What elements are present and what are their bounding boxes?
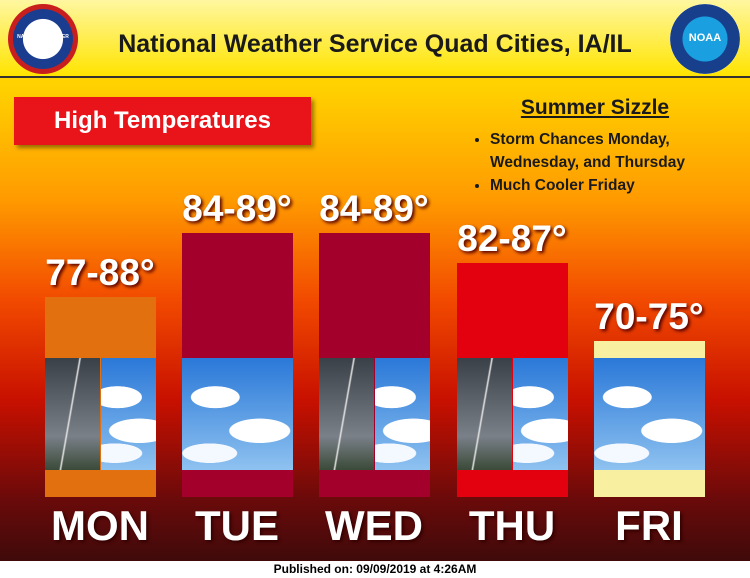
storm-image (457, 358, 512, 470)
day-label: TUE (195, 502, 279, 549)
sky-image (513, 358, 568, 470)
sky-image (101, 358, 156, 470)
note: Storm Chances Monday, Wednesday, and Thu… (490, 128, 750, 174)
day-label: MON (51, 502, 149, 549)
logo-text: NOAA (688, 32, 722, 44)
day-label: THU (468, 502, 556, 549)
noaa-logo: NOAA (670, 4, 740, 74)
header-band (0, 0, 750, 78)
day-label: FRI (615, 502, 683, 549)
sky-image (375, 358, 430, 470)
notes-list: Storm Chances Monday, Wednesday, and Thu… (468, 128, 750, 197)
logo-text: NATIONAL WEATHER SERVICE (17, 34, 69, 46)
weather-image (182, 358, 293, 470)
day-label: WED (325, 502, 423, 549)
temp-range: 84-89° (319, 188, 429, 229)
badge: High Temperatures (14, 97, 311, 145)
storm-image (319, 358, 374, 470)
temp-range: 77-88° (45, 252, 155, 293)
temp-range: 82-87° (457, 218, 567, 259)
temp-range: 84-89° (182, 188, 292, 229)
nws-logo: NATIONAL WEATHER SERVICE (8, 4, 78, 74)
temp-range: 70-75° (594, 296, 704, 337)
notes-title: Summer Sizzle (520, 96, 670, 119)
title: National Weather Service Quad Cities, IA… (118, 30, 632, 58)
storm-image (45, 358, 100, 470)
note: Much Cooler Friday (490, 174, 750, 197)
weather-image (594, 358, 705, 470)
footer: Published on: 09/09/2019 at 4:26AM (0, 561, 750, 578)
